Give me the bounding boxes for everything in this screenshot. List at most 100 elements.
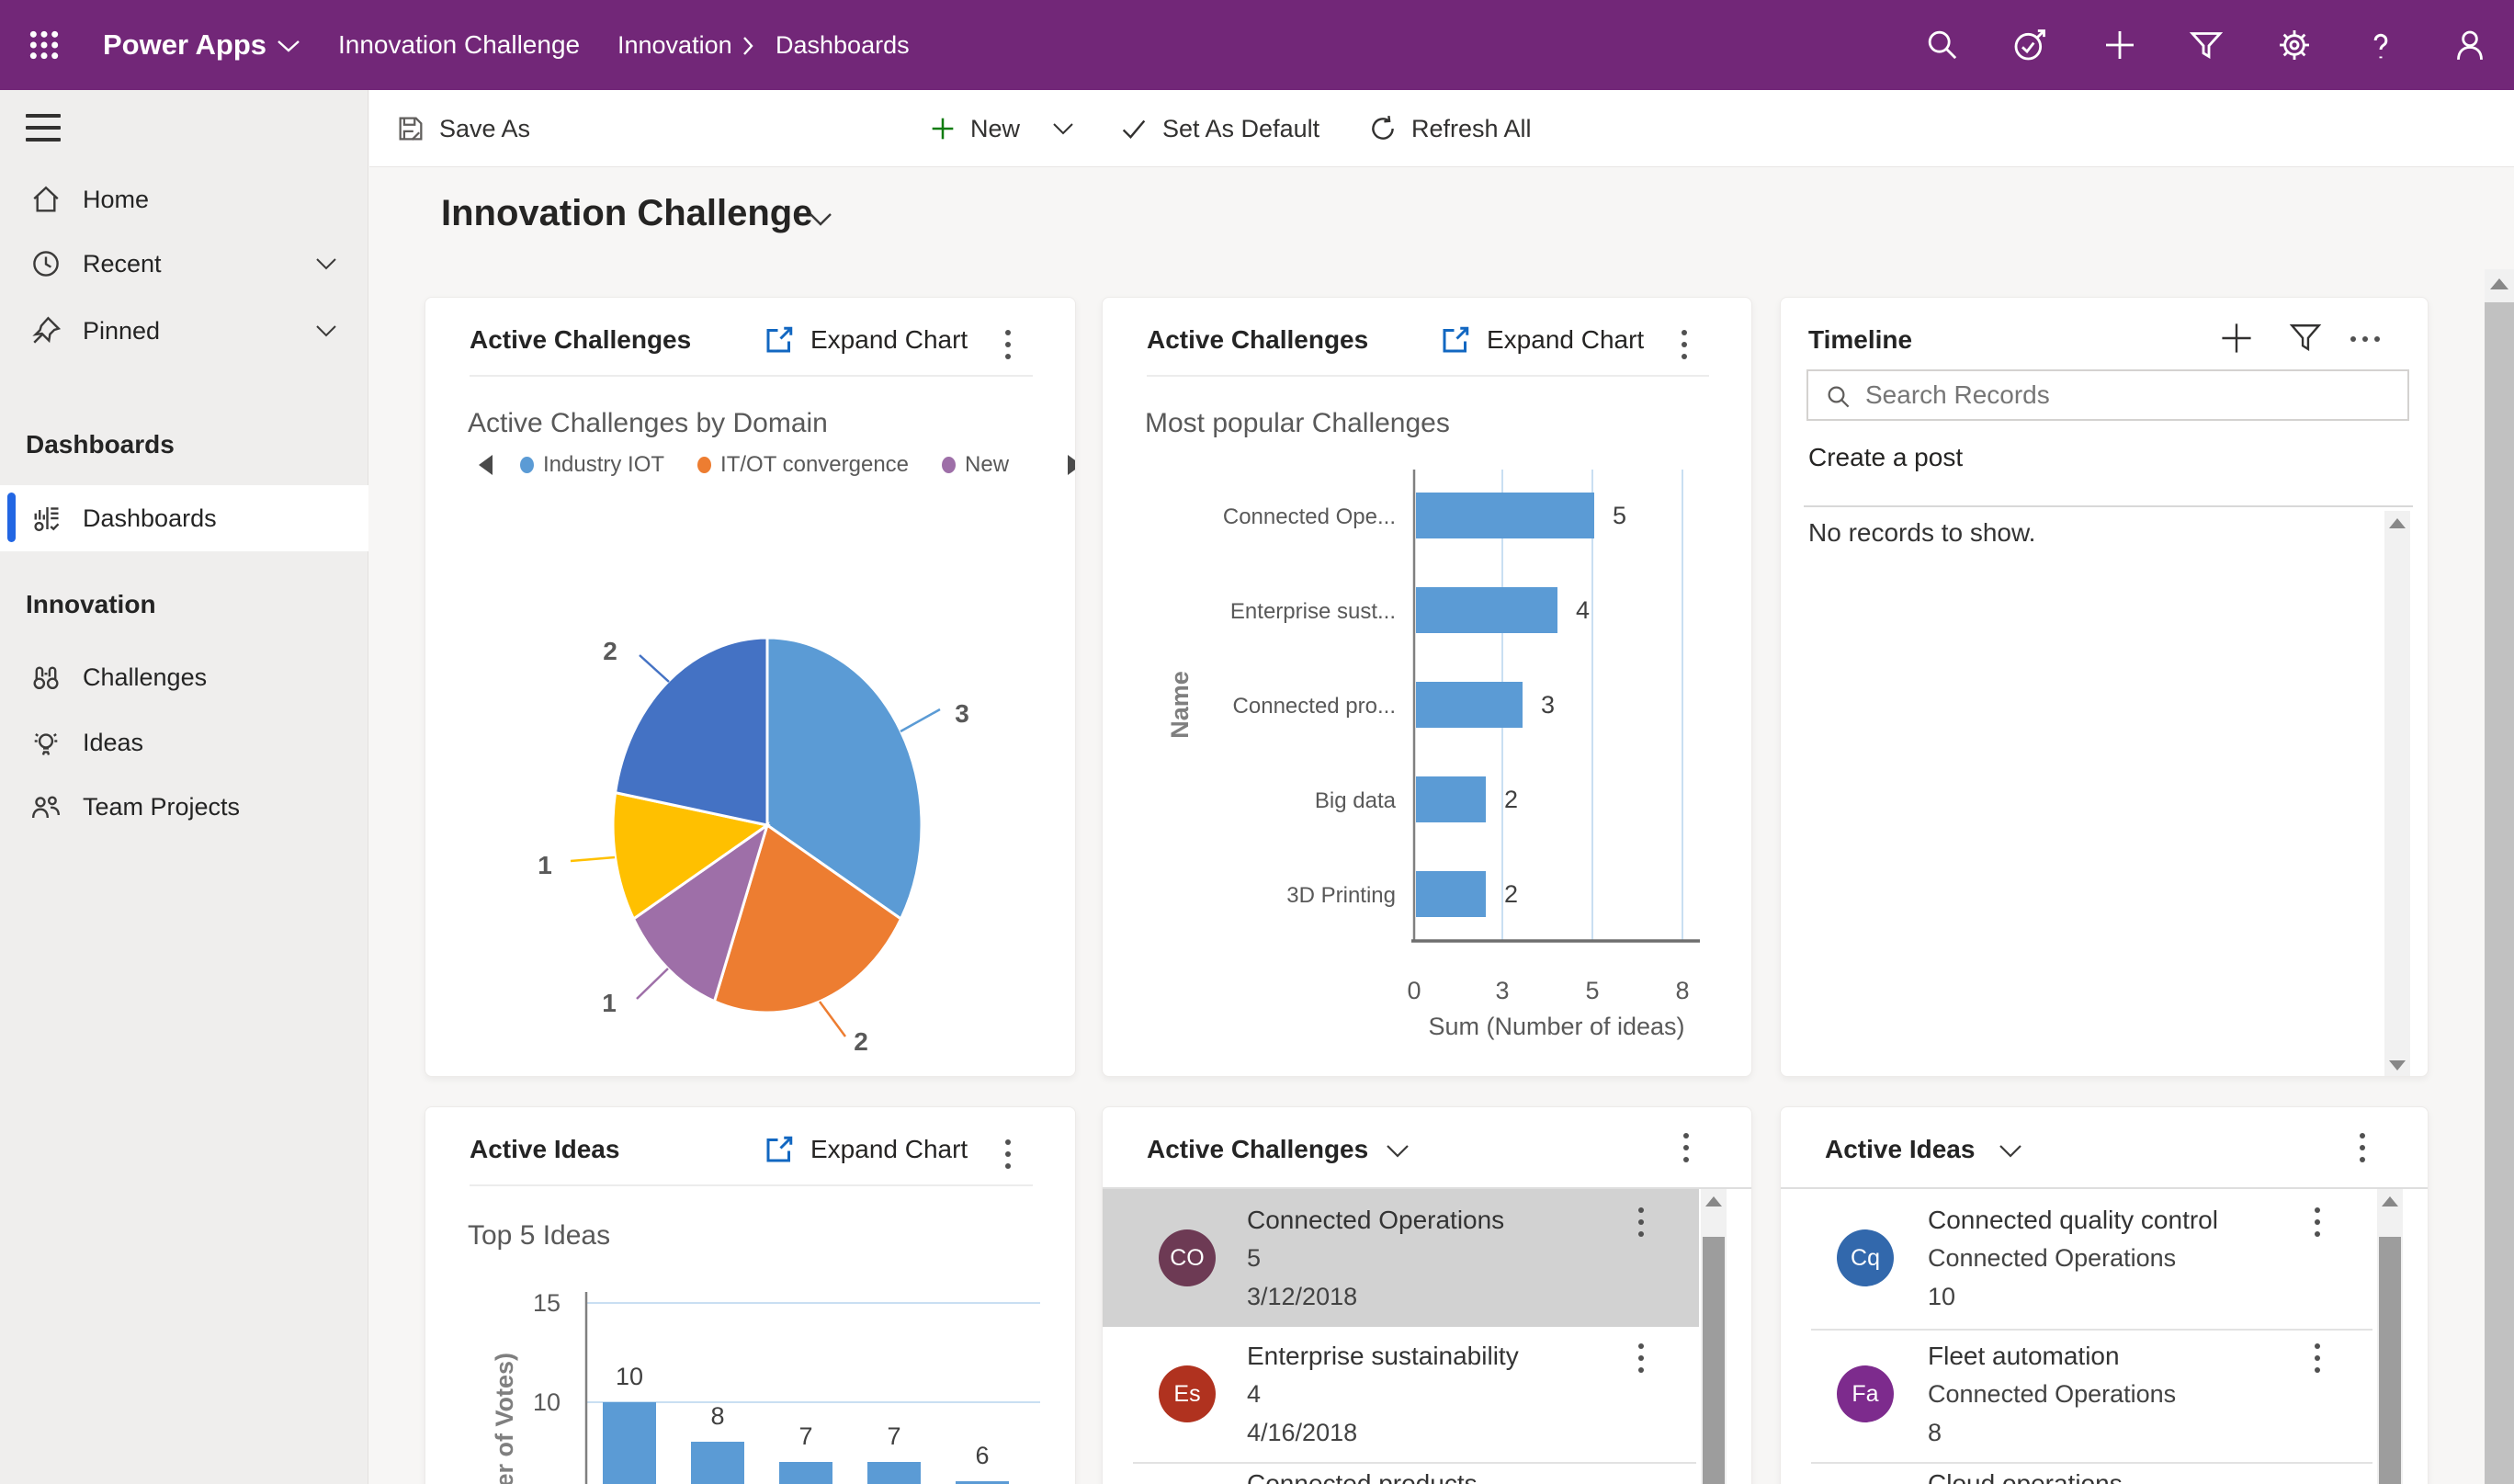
row-more-options-icon[interactable] bbox=[2314, 1343, 2321, 1379]
account-icon[interactable] bbox=[2452, 27, 2488, 63]
list-item[interactable]: Fa Fleet automation Connected Operations… bbox=[1781, 1331, 2375, 1465]
app-title[interactable]: Innovation Challenge bbox=[338, 30, 581, 59]
filter-timeline-icon[interactable] bbox=[2285, 318, 2326, 358]
breadcrumb-parent[interactable]: Innovation bbox=[617, 31, 732, 59]
dashboard-title[interactable]: Innovation Challenge bbox=[441, 193, 813, 233]
more-options-icon[interactable] bbox=[1681, 330, 1688, 366]
bar-value-label: 2 bbox=[1504, 880, 1518, 908]
legend-dot bbox=[697, 457, 712, 473]
brand-title[interactable]: Power Apps bbox=[103, 28, 266, 61]
sidebar-item-challenges[interactable]: Challenges bbox=[0, 644, 368, 710]
card-title: Active Ideas bbox=[1825, 1135, 1976, 1163]
save-icon bbox=[399, 117, 423, 141]
more-options-icon[interactable] bbox=[1004, 1139, 1012, 1175]
sidebar-item-recent[interactable]: Recent bbox=[0, 231, 368, 297]
sidebar-item-team-projects[interactable]: Team Projects bbox=[0, 774, 368, 840]
brand-chevron-down-icon[interactable] bbox=[276, 38, 301, 54]
more-options-icon[interactable] bbox=[1682, 1133, 1690, 1169]
breadcrumb-current[interactable]: Dashboards bbox=[776, 31, 910, 59]
record-title[interactable]: Connected quality control bbox=[1928, 1206, 2218, 1234]
expand-chart-button[interactable]: Expand Chart bbox=[763, 316, 968, 364]
avatar: Es bbox=[1159, 1365, 1216, 1422]
gear-icon[interactable] bbox=[2276, 27, 2313, 63]
sidebar-item-label: Challenges bbox=[83, 663, 208, 691]
list-item[interactable]: CO Connected Operations 5 3/12/2018 bbox=[1103, 1189, 1699, 1327]
create-post-label[interactable]: Create a post bbox=[1808, 443, 1964, 471]
search-icon[interactable] bbox=[1924, 27, 1961, 63]
list-item[interactable]: Cq Connected quality control Connected O… bbox=[1781, 1189, 2375, 1329]
sidebar-item-home[interactable]: Home bbox=[0, 166, 368, 232]
record-title[interactable]: Enterprise sustainability bbox=[1247, 1342, 1519, 1370]
plus-icon bbox=[932, 118, 954, 140]
card-active-challenges-list: Active Challenges CO Connected Operation… bbox=[1102, 1106, 1752, 1484]
filter-icon[interactable] bbox=[2188, 27, 2225, 63]
bar-category-label: Connected pro... bbox=[1233, 694, 1396, 719]
column-value-label: 6 bbox=[975, 1442, 989, 1469]
record-title-partial[interactable]: Connected products bbox=[1247, 1469, 1478, 1484]
checkmark-icon bbox=[1122, 119, 1146, 139]
bar-chart-title: Most popular Challenges bbox=[1145, 408, 1450, 438]
selected-indicator bbox=[7, 493, 16, 542]
bar-category-label: Big data bbox=[1315, 788, 1397, 813]
record-title[interactable]: Fleet automation bbox=[1928, 1342, 2120, 1370]
record-title-partial[interactable]: Cloud operations bbox=[1928, 1469, 2123, 1484]
top-navigation-bar: Power Apps Innovation Challenge Innovati… bbox=[0, 0, 2514, 90]
row-more-options-icon[interactable] bbox=[1637, 1207, 1645, 1243]
refresh-all-button[interactable]: Refresh All bbox=[1367, 90, 1532, 167]
expand-chart-button[interactable]: Expand Chart bbox=[763, 1126, 968, 1173]
card-timeline: Timeline Create a post No records to sho… bbox=[1780, 297, 2429, 1077]
pie-slice-label: 1 bbox=[538, 851, 552, 879]
more-options-icon[interactable] bbox=[2359, 1133, 2366, 1169]
x-axis-tick: 0 bbox=[1407, 977, 1421, 1004]
row-more-options-icon[interactable] bbox=[1637, 1343, 1645, 1379]
sidebar-section-innovation: Innovation bbox=[26, 590, 156, 618]
more-commands-icon[interactable] bbox=[2350, 336, 2380, 342]
legend-label[interactable]: New bbox=[965, 452, 1010, 477]
sidebar-item-label: Ideas bbox=[83, 729, 144, 756]
sidebar-item-ideas[interactable]: Ideas bbox=[0, 709, 368, 776]
save-as-button[interactable]: Save As bbox=[395, 90, 530, 167]
new-button[interactable]: New bbox=[928, 90, 1077, 167]
chevron-down-icon[interactable] bbox=[312, 320, 340, 342]
avatar: CO bbox=[1159, 1229, 1216, 1286]
set-as-default-button[interactable]: Set As Default bbox=[1118, 90, 1319, 167]
list-item[interactable]: Es Enterprise sustainability 4 4/16/2018 bbox=[1103, 1327, 1699, 1465]
list-scrollbar[interactable] bbox=[1701, 1189, 1727, 1484]
card-active-challenges-pie: Active Challenges Expand Chart Active Ch… bbox=[425, 297, 1076, 1077]
search-records-input[interactable] bbox=[1865, 373, 2398, 417]
sidebar-item-pinned[interactable]: Pinned bbox=[0, 298, 368, 364]
task-check-icon[interactable] bbox=[2011, 27, 2048, 63]
page-scrollbar[interactable] bbox=[2485, 269, 2514, 1484]
chevron-down-icon[interactable] bbox=[312, 253, 340, 275]
y-axis-title: Sum (Number of Votes) bbox=[491, 1353, 518, 1484]
hamburger-menu-icon[interactable] bbox=[26, 114, 61, 145]
refresh-all-label: Refresh All bbox=[1411, 114, 1532, 142]
sidebar-item-dashboards[interactable]: Dashboards bbox=[0, 485, 368, 551]
pie-legend: Industry IOT IT/OT convergence New bbox=[479, 452, 1075, 478]
add-post-icon[interactable] bbox=[2216, 318, 2257, 358]
card-title-chevron-icon[interactable] bbox=[1995, 1140, 2026, 1162]
plus-icon[interactable] bbox=[2101, 27, 2138, 63]
dashboard-title-chevron-icon[interactable] bbox=[807, 210, 834, 228]
legend-scroll-right-icon[interactable] bbox=[1068, 455, 1075, 475]
breadcrumb-chevron-icon bbox=[743, 37, 753, 55]
help-icon[interactable] bbox=[2362, 27, 2399, 63]
expand-chart-button[interactable]: Expand Chart bbox=[1439, 316, 1644, 364]
card-title: Active Challenges bbox=[1147, 1135, 1369, 1163]
legend-label[interactable]: IT/OT convergence bbox=[720, 452, 910, 477]
card-title-chevron-icon[interactable] bbox=[1382, 1140, 1413, 1162]
record-title[interactable]: Connected Operations bbox=[1247, 1206, 1505, 1234]
legend-label[interactable]: Industry IOT bbox=[543, 452, 665, 477]
command-bar: Save As New Set As Default Refresh All bbox=[369, 90, 2514, 167]
card-title: Active Ideas bbox=[470, 1135, 620, 1163]
more-options-icon[interactable] bbox=[1004, 330, 1012, 366]
waffle-menu-icon[interactable] bbox=[26, 27, 62, 63]
list-scrollbar[interactable] bbox=[2377, 1189, 2403, 1484]
legend-scroll-left-icon[interactable] bbox=[479, 455, 493, 475]
timeline-scrollbar[interactable] bbox=[2384, 511, 2410, 1076]
sidebar-item-label: Pinned bbox=[83, 317, 161, 345]
row-more-options-icon[interactable] bbox=[2314, 1207, 2321, 1243]
divider bbox=[1804, 505, 2413, 507]
set-as-default-label: Set As Default bbox=[1162, 114, 1320, 142]
record-field: 4/16/2018 bbox=[1247, 1419, 1358, 1446]
